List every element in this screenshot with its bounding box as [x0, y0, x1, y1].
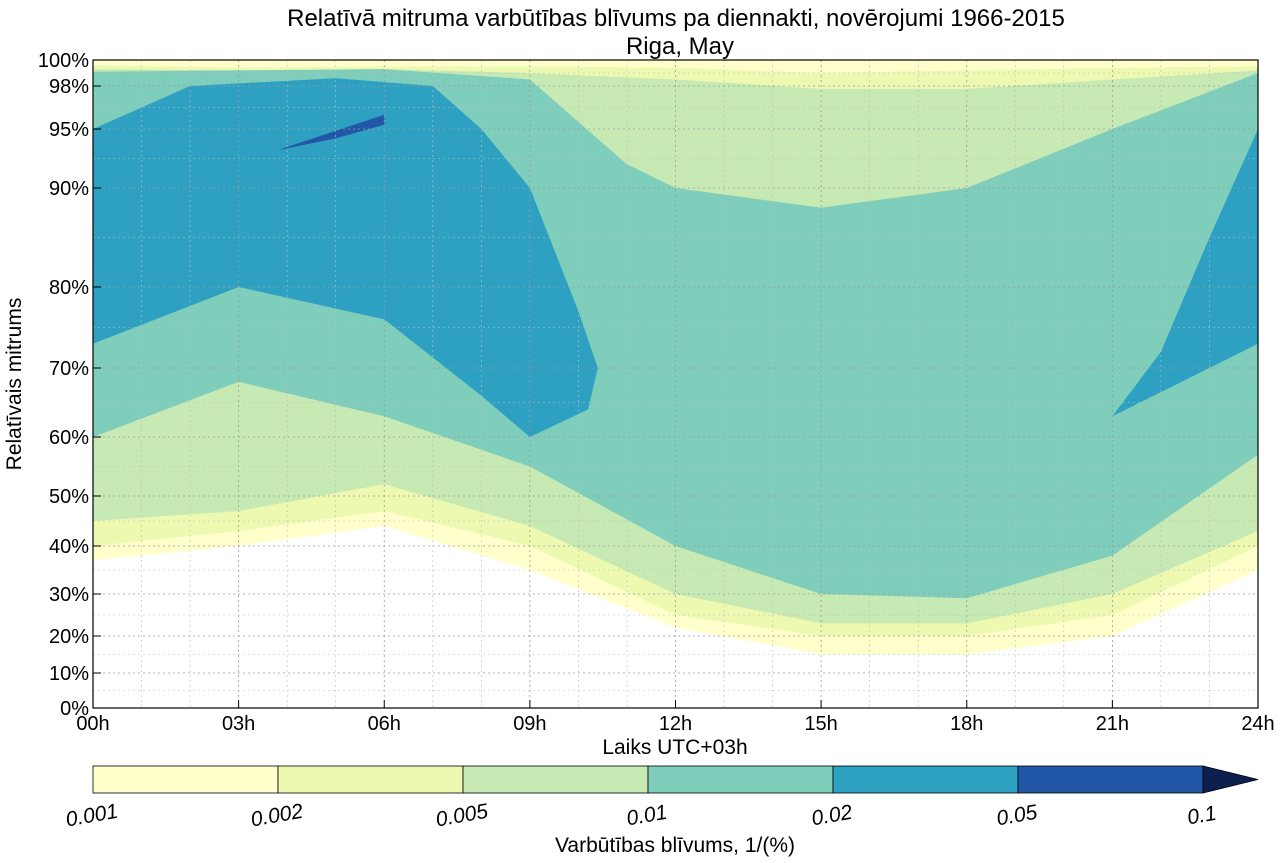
colorbar-tick-label: 0.005	[434, 800, 490, 832]
colorbar-tick-label: 0.01	[625, 801, 669, 831]
x-axis-label: Laiks UTC+03h	[602, 736, 747, 759]
colorbar-segment	[647, 765, 834, 794]
colorbar-tick-label: 0.002	[249, 800, 305, 832]
x-tick-label: 21h	[1096, 713, 1129, 735]
x-tick-label: 24h	[1241, 713, 1274, 735]
x-tick-label: 12h	[659, 713, 692, 735]
contour-band-0_02	[93, 78, 1258, 485]
y-tick-label: 80%	[49, 277, 89, 299]
x-tick-label: 03h	[222, 713, 255, 735]
x-tick-label: 00h	[76, 713, 109, 735]
y-tick-label: 100%	[38, 50, 89, 72]
colorbar: 0.001 0.002 0.005 0.01 0.02 0.05 0.1	[64, 765, 1259, 832]
colorbar-segment	[92, 765, 279, 794]
y-tick-label: 0%	[60, 698, 89, 720]
x-axis: 00h 03h 06h 09h 12h 15h 18h 21h 24h	[76, 700, 1275, 735]
colorbar-extend-arrow	[1202, 765, 1259, 794]
x-tick-label: 09h	[513, 713, 546, 735]
y-tick-label: 98%	[49, 76, 89, 98]
y-tick-label: 40%	[49, 536, 89, 558]
contour-band-0_05	[277, 114, 385, 151]
y-tick-label: 50%	[49, 486, 89, 508]
colorbar-tick-label: 0.001	[64, 800, 120, 832]
y-tick-label: 60%	[49, 427, 89, 449]
colorbar-segment	[277, 765, 464, 794]
colorbar-label: Varbūtības blīvums, 1/(%)	[555, 834, 795, 857]
colorbar-segment	[832, 765, 1019, 794]
y-tick-label: 70%	[49, 358, 89, 380]
chart-title: Relatīvā mitruma varbūtības blīvums pa d…	[287, 5, 1065, 32]
grid-lines	[93, 60, 1258, 708]
colorbar-segment	[1017, 765, 1204, 794]
y-tick-label: 95%	[49, 119, 89, 141]
colorbar-segment	[462, 765, 649, 794]
colorbar-tick-label: 0.05	[995, 801, 1040, 831]
y-axis: 0% 10% 20% 30% 40% 50% 60% 70% 80% 90% 95% 98% 100%	[38, 50, 101, 720]
y-tick-label: 90%	[49, 178, 89, 200]
x-tick-label: 18h	[950, 713, 983, 735]
colorbar-tick-label: 0.02	[810, 801, 855, 831]
y-tick-label: 20%	[49, 626, 89, 648]
colorbar-tick-label: 0.1	[1185, 802, 1218, 830]
x-tick-label: 15h	[804, 713, 837, 735]
x-tick-label: 06h	[368, 713, 401, 735]
y-tick-label: 30%	[49, 584, 89, 606]
y-tick-label: 10%	[49, 663, 89, 685]
chart-subtitle: Riga, May	[626, 33, 734, 60]
plot-area: 00h 03h 06h 09h 12h 15h 18h 21h 24h 0% 10% 20% 30% 4…	[38, 50, 1275, 735]
y-axis-label: Relatīvais mitrums	[3, 298, 26, 471]
